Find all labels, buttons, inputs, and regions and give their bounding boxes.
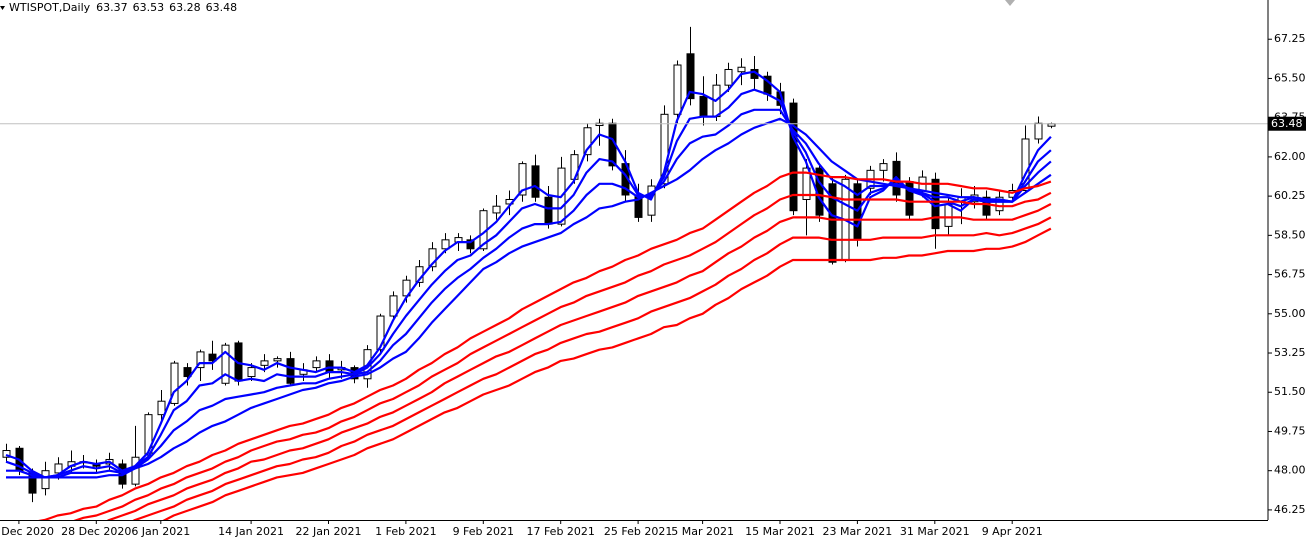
plot-area	[0, 26, 1268, 520]
ma-line	[162, 227, 1052, 520]
x-tick-label: 23 Mar 2021	[823, 525, 893, 538]
candle-body	[518, 163, 527, 196]
x-tick-label: 28 Dec 2020	[61, 525, 131, 538]
x-tick-label: 31 Mar 2021	[900, 525, 970, 538]
candle-body	[673, 64, 682, 115]
ma-line	[38, 171, 1052, 520]
scroll-marker	[1005, 0, 1015, 6]
y-tick-label: 56.75	[1274, 268, 1306, 281]
chart-title: WTISPOT,Daily	[9, 1, 91, 14]
x-tick-label: 9 Apr 2021	[982, 525, 1043, 538]
candle-body	[466, 239, 475, 250]
x-tick-label: 25 Feb 2021	[604, 525, 672, 538]
candle-body	[221, 344, 230, 384]
candle-body	[208, 353, 217, 362]
candle-body	[699, 95, 708, 118]
candle-body	[183, 367, 192, 378]
candle-body	[1034, 122, 1043, 140]
candle-body	[583, 127, 592, 156]
candle-body	[196, 351, 205, 369]
candle-body	[724, 68, 733, 86]
candle-body	[1021, 138, 1030, 192]
chart-header: WTISPOT,Daily 63.37 63.53 63.28 63.48	[9, 1, 237, 14]
candle-body	[879, 163, 888, 171]
x-tick-label: 22 Jan 2021	[296, 525, 362, 538]
candle-body	[531, 165, 540, 198]
y-tick-label: 49.75	[1274, 424, 1306, 437]
candle-body	[260, 360, 269, 366]
ma-line	[6, 108, 1052, 479]
candle-body	[312, 360, 321, 369]
candle-body	[54, 463, 63, 474]
candle-body	[660, 113, 669, 185]
y-tick-label: 67.25	[1274, 32, 1306, 45]
y-tick-label: 62.00	[1274, 150, 1306, 163]
y-tick-label: 55.00	[1274, 307, 1306, 320]
y-tick-label: 46.25	[1274, 503, 1306, 516]
ma-line	[73, 191, 1052, 520]
y-tick-label: 65.50	[1274, 71, 1306, 84]
x-tick-label: 9 Feb 2021	[453, 525, 514, 538]
y-tick-label: 51.50	[1274, 385, 1306, 398]
header-arrow	[0, 6, 5, 10]
y-tick-label: 60.25	[1274, 189, 1306, 202]
x-tick-label: 1 Feb 2021	[375, 525, 436, 538]
candle-body	[170, 362, 179, 404]
x-tick-label: 14 Jan 2021	[218, 525, 284, 538]
candle-body	[247, 367, 256, 378]
ma-line	[132, 216, 1052, 520]
y-tick-label: 53.25	[1274, 346, 1306, 359]
candle-body	[544, 196, 553, 225]
x-tick-label: 5 Mar 2021	[671, 525, 734, 538]
x-tick-label: 17 Feb 2021	[526, 525, 594, 538]
header-open: 63.37	[96, 1, 128, 14]
candle-body	[325, 360, 334, 373]
x-tick-label: 17 Dec 2020	[0, 525, 54, 538]
y-tick-label: 58.50	[1274, 228, 1306, 241]
ma-line	[5, 70, 1052, 479]
candle-body	[376, 315, 385, 351]
candle-body	[428, 248, 437, 268]
candle-body	[802, 167, 811, 200]
header-low: 63.28	[169, 1, 201, 14]
ma-line	[106, 203, 1052, 520]
ma-line	[5, 88, 1052, 479]
candle-body	[286, 358, 295, 384]
candle-body	[647, 185, 656, 216]
header-high: 63.53	[133, 1, 165, 14]
candle-body	[789, 102, 798, 212]
candle-body	[492, 205, 501, 214]
ma-line	[6, 117, 1052, 479]
candle-body	[441, 239, 450, 250]
candle-body	[828, 183, 837, 263]
header-close: 63.48	[206, 1, 238, 14]
candle-body	[982, 196, 991, 216]
x-tick-label: 6 Jan 2021	[131, 525, 190, 538]
candle-body	[157, 400, 166, 416]
candle-body	[686, 53, 695, 100]
candle-body	[41, 470, 50, 490]
candle-body	[273, 358, 282, 362]
candle-body	[2, 450, 11, 458]
x-tick-label: 15 Mar 2021	[745, 525, 815, 538]
price-tag-label: 63.48	[1271, 117, 1303, 130]
price-tag	[1268, 116, 1306, 131]
candle-body	[944, 203, 953, 227]
candle-body	[737, 66, 746, 73]
candle-body	[389, 295, 398, 317]
y-tick-label: 48.00	[1274, 464, 1306, 477]
candle-body	[995, 196, 1004, 212]
candle-body	[131, 456, 140, 485]
